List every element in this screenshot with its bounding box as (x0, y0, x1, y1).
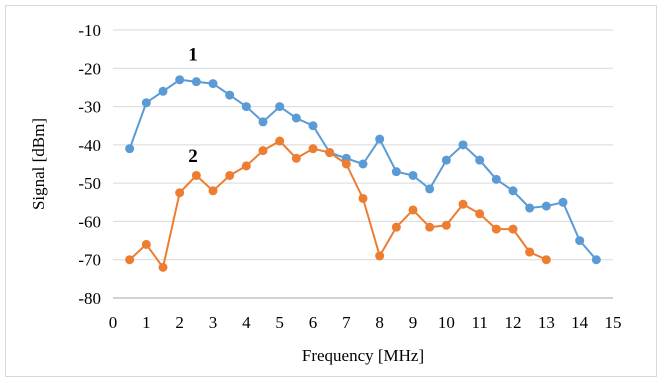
x-tick-label-0: 0 (109, 313, 118, 332)
series-1-point-9 (275, 102, 285, 112)
y-tick-label-1: -70 (78, 251, 101, 270)
series-2-point-5 (208, 186, 218, 196)
series-2-point-14 (358, 193, 368, 203)
series-2-point-22 (491, 224, 501, 234)
series-1-point-7 (241, 102, 251, 112)
series-1-point-19 (441, 155, 451, 165)
x-axis-ticks: 0 1 2 3 4 5 6 7 8 9 10 11 12 13 14 15 (109, 313, 622, 332)
series-points (125, 75, 601, 272)
series-2-point-10 (291, 153, 301, 163)
x-tick-label-9: 9 (409, 313, 418, 332)
x-tick-label-5: 5 (275, 313, 284, 332)
series-annotations: 12 (188, 45, 198, 167)
x-tick-label-11: 11 (471, 313, 487, 332)
series-1-point-14 (358, 159, 368, 169)
series-2-point-4 (191, 170, 201, 180)
series-1-point-15 (375, 134, 385, 144)
series-2-point-25 (541, 255, 551, 265)
x-tick-label-2: 2 (175, 313, 184, 332)
series-1-point-10 (291, 113, 301, 123)
series-1-point-26 (558, 197, 568, 207)
series-2-point-18 (425, 222, 435, 232)
x-tick-label-8: 8 (375, 313, 384, 332)
x-tick-label-4: 4 (242, 313, 251, 332)
series-2-point-17 (408, 205, 418, 215)
series-1-point-2 (158, 86, 168, 96)
series-1-point-23 (508, 186, 518, 196)
series-1-point-16 (391, 167, 401, 177)
series-2-point-21 (475, 209, 485, 219)
series-2-point-7 (241, 161, 251, 171)
line-chart: -80-70-60-50-40-30-20-10 0 1 2 3 4 5 6 7 8 9 10 11 1… (29, 21, 622, 365)
y-axis-ticks: -80 -70 -60 -50 -40 -30 -20 -10 (78, 21, 101, 308)
chart-frame: -80 -70 -60 -50 -40 -30 -20 -10 0 1 2 3 4 5 6 7 8 9 10 11 1… (5, 5, 657, 377)
series-1-point-25 (541, 201, 551, 211)
series-1-point-11 (308, 121, 318, 131)
y-tick-label-0: -80 (78, 289, 101, 308)
series-1-point-27 (575, 236, 585, 246)
series-2-point-9 (275, 136, 285, 146)
x-tick-label-3: 3 (209, 313, 218, 332)
gridlines (113, 29, 613, 261)
series-2-point-2 (158, 262, 168, 272)
series-1-point-17 (408, 170, 418, 180)
series-2-point-3 (175, 188, 185, 198)
series-1-point-5 (208, 79, 218, 89)
series-1-point-8 (258, 117, 268, 127)
series-2-point-1 (141, 239, 151, 249)
series-1-point-24 (525, 203, 535, 213)
x-tick-label-10: 10 (438, 313, 455, 332)
y-tick-label-7: -10 (78, 21, 101, 40)
series-2-point-20 (458, 199, 468, 209)
y-tick-label-2: -60 (78, 212, 101, 231)
series-2-point-8 (258, 146, 268, 156)
series-2-point-23 (508, 224, 518, 234)
series-2-point-6 (225, 170, 235, 180)
x-axis-title: Frequency [MHz] (302, 346, 424, 365)
series-2-point-16 (391, 222, 401, 232)
y-axis-title: Signal [dBm] (29, 118, 48, 210)
series-2-point-19 (441, 220, 451, 230)
y-tick-label-4: -40 (78, 136, 101, 155)
x-tick-label-12: 12 (505, 313, 522, 332)
x-tick-label-6: 6 (309, 313, 318, 332)
x-tick-label-7: 7 (342, 313, 351, 332)
series-2-point-0 (125, 255, 135, 265)
series-1-point-1 (141, 98, 151, 108)
series-1-point-21 (475, 155, 485, 165)
series-1-point-18 (425, 184, 435, 194)
series-1-point-28 (591, 255, 601, 265)
series-label-0: 1 (188, 45, 198, 66)
x-tick-label-13: 13 (538, 313, 555, 332)
y-tick-label-3: -50 (78, 174, 101, 193)
series-label-1: 2 (188, 146, 198, 167)
series-1-point-0 (125, 144, 135, 154)
x-tick-label-14: 14 (571, 313, 589, 332)
y-tick-label-6: -20 (78, 59, 101, 78)
x-tick-label-1: 1 (142, 313, 151, 332)
series-2-point-15 (375, 251, 385, 261)
series-2-point-12 (325, 148, 335, 158)
x-tick-label-15: 15 (605, 313, 622, 332)
series-2-point-24 (525, 247, 535, 257)
series-1-point-4 (191, 77, 201, 87)
series-1-point-22 (491, 174, 501, 184)
series-2-point-11 (308, 144, 318, 154)
series-2-point-13 (341, 159, 351, 169)
series-1-point-3 (175, 75, 185, 85)
series-1-point-20 (458, 140, 468, 150)
series-1-point-6 (225, 90, 235, 100)
y-tick-label-5: -30 (78, 98, 101, 117)
